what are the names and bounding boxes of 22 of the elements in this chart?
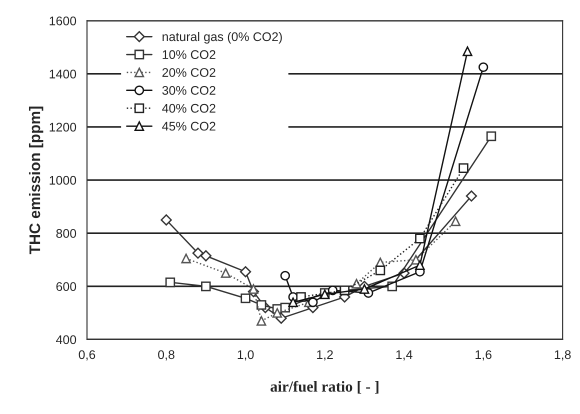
legend-label: 40% CO2 [162, 104, 216, 113]
x-tick-label: 1,0 [238, 350, 254, 361]
x-tick-label: 1,4 [396, 350, 412, 361]
x-tick-label: 1,6 [476, 350, 492, 361]
legend-label: 20% CO2 [162, 68, 216, 77]
x-axis-title: air/fuel ratio [ - ] [270, 380, 378, 394]
legend-label: natural gas (0% CO2) [162, 32, 282, 44]
y-tick-label: 1200 [50, 122, 76, 132]
x-tick-label: 0,6 [78, 350, 96, 361]
legend-label: 10% CO2 [162, 50, 216, 60]
x-tick-label: 1,2 [317, 350, 333, 361]
x-tick-label: 0,8 [158, 350, 174, 361]
y-tick-label: 600 [56, 282, 76, 291]
y-tick-label: 1600 [50, 16, 76, 26]
legend-label: 45% CO2 [162, 122, 216, 131]
y-tick-label: 1000 [50, 176, 76, 185]
y-tick-label: 400 [56, 335, 76, 344]
y-axis-title: THC emission [ppm] [28, 106, 44, 254]
x-tick-label: 1,8 [554, 350, 571, 361]
y-tick-label: 1400 [50, 70, 76, 78]
legend-label: 30% CO2 [162, 86, 216, 95]
y-tick-label: 800 [56, 229, 76, 238]
